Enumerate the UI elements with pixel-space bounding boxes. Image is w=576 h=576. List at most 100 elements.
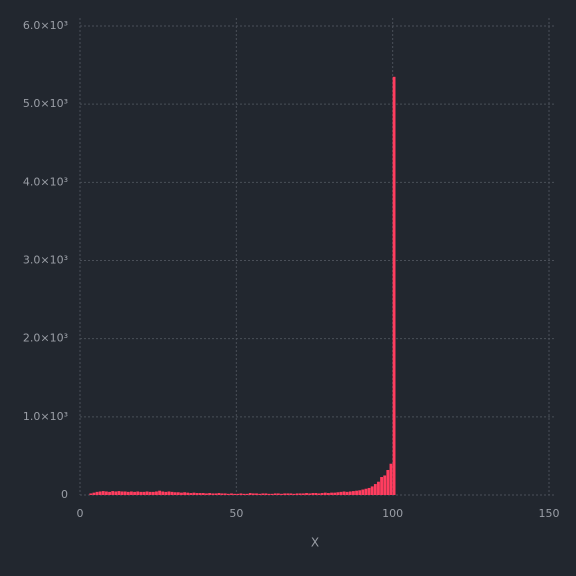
bar [120,491,124,495]
bar [205,493,208,495]
bar [155,491,158,495]
bar [258,493,262,495]
bar [126,491,130,495]
bar [261,493,265,495]
bar [392,76,396,495]
y-tick-label: 0 [61,488,68,501]
bar [208,493,212,495]
bar [133,491,136,495]
bar [361,489,365,495]
bar [320,493,324,495]
bar [189,493,193,495]
bar [195,493,199,495]
bar [101,491,105,495]
bar [333,492,337,495]
bar [89,493,93,495]
bar [145,491,149,495]
bar [242,493,246,495]
bar [164,491,168,495]
bar [176,492,180,495]
bar [251,493,255,495]
bar [186,492,190,495]
bar [123,491,127,495]
x-tick-label: 150 [539,507,560,520]
bar [311,493,315,495]
bar [108,491,111,495]
x-tick-label: 100 [382,507,403,520]
bar [308,493,312,495]
bar [264,493,268,495]
y-tick-label: 1.0×10³ [23,410,68,423]
bar [142,491,146,495]
bar [295,493,299,495]
y-tick-label: 4.0×10³ [23,175,68,188]
y-tick-label: 3.0×10³ [23,254,68,267]
bar [317,493,321,495]
bar [183,492,187,495]
bar [345,491,349,495]
y-tick-label: 2.0×10³ [23,332,68,345]
bar [367,487,371,495]
bar [245,493,249,495]
bar [380,477,383,495]
bar [111,491,115,495]
bar [139,491,143,495]
bar [95,491,99,495]
bar [114,491,118,495]
bar [130,491,133,495]
bar [383,475,387,495]
bar [348,491,352,495]
x-tick-label: 50 [229,507,243,520]
bar [223,493,227,495]
bar [236,493,240,495]
bar [255,493,258,495]
bar [286,493,290,495]
bar [217,493,221,495]
bar [92,492,96,495]
bar [386,469,390,495]
bar [136,491,140,495]
bar [280,493,283,495]
bar [301,493,305,495]
bar [305,493,308,495]
bar [323,492,327,495]
bar [292,493,296,495]
bar [283,493,287,495]
bar [214,493,218,495]
bar [276,493,280,495]
bar [352,491,355,495]
bar [233,493,237,495]
bar [377,481,380,495]
bar [98,491,102,495]
bar [167,491,171,495]
bar [339,491,343,495]
bar [220,493,224,495]
bar [373,484,377,495]
bar [117,491,121,495]
bar [336,492,340,495]
bar [198,493,202,495]
bar [389,463,393,495]
bar [370,486,374,495]
bar [105,491,108,495]
bar [314,493,318,495]
bar [298,493,302,495]
bar [248,493,252,495]
bar [289,493,293,495]
bar [230,493,233,495]
bar [364,488,368,495]
bar [161,491,165,495]
x-axis-label: X [311,536,319,550]
y-tick-label: 5.0×10³ [23,97,68,110]
bar [180,492,183,495]
bar [226,493,230,495]
bar [342,491,346,495]
bar [355,490,358,495]
y-tick-label: 6.0×10³ [23,19,68,32]
bar [192,492,196,495]
bar [173,492,177,495]
bar [327,493,330,495]
bar [151,491,155,495]
bar [270,493,274,495]
